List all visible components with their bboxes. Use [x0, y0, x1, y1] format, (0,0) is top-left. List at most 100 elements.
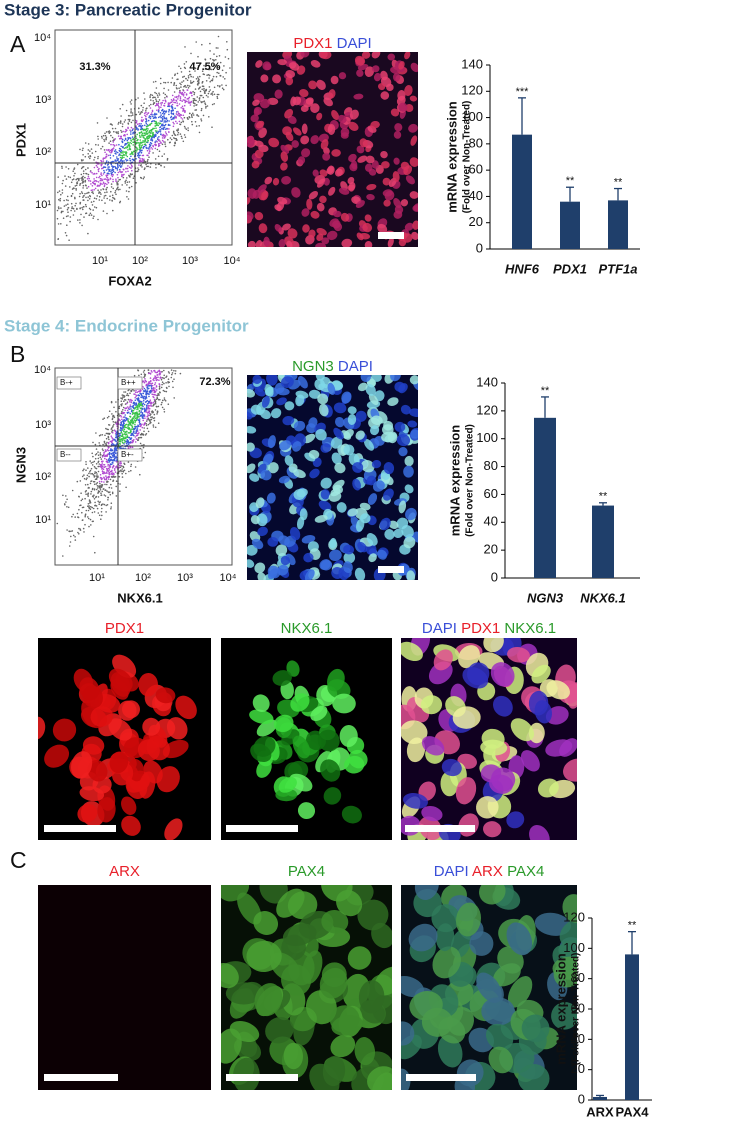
event — [164, 136, 166, 138]
event — [173, 123, 175, 125]
event — [120, 166, 122, 168]
event — [124, 429, 126, 431]
event — [106, 470, 108, 472]
event — [122, 123, 124, 125]
event — [175, 143, 177, 145]
event — [124, 395, 126, 397]
event — [139, 402, 141, 404]
event — [125, 441, 127, 443]
event — [207, 96, 209, 98]
event — [225, 85, 227, 87]
event — [143, 434, 145, 436]
event — [88, 518, 90, 520]
event — [172, 104, 174, 106]
event — [123, 438, 125, 440]
event — [225, 56, 227, 58]
event — [136, 395, 138, 397]
event — [82, 154, 84, 156]
event — [102, 158, 104, 160]
event — [112, 188, 114, 190]
event — [66, 199, 68, 201]
event — [223, 65, 225, 67]
event — [120, 138, 122, 140]
event — [143, 178, 145, 180]
event — [84, 193, 86, 195]
event — [200, 95, 202, 97]
event — [126, 143, 128, 145]
event — [162, 137, 164, 139]
event — [60, 198, 62, 200]
event — [103, 197, 105, 199]
event — [145, 121, 147, 123]
event — [194, 92, 196, 94]
event — [151, 388, 153, 390]
event — [149, 130, 151, 132]
event — [121, 419, 123, 421]
event — [180, 114, 182, 116]
event — [83, 528, 85, 530]
event — [206, 80, 208, 82]
event — [165, 131, 167, 133]
event — [136, 438, 138, 440]
event — [118, 158, 120, 160]
y-tick-label: 100 — [563, 940, 585, 955]
event — [183, 110, 185, 112]
event — [92, 209, 94, 211]
event — [180, 107, 182, 109]
event — [197, 76, 199, 78]
event — [117, 133, 119, 135]
event — [141, 152, 143, 154]
event — [96, 472, 98, 474]
event — [119, 433, 121, 435]
event — [198, 78, 200, 80]
event — [146, 391, 148, 393]
event — [139, 146, 141, 148]
event — [83, 468, 85, 470]
micrograph — [242, 48, 423, 252]
event — [115, 149, 117, 151]
event — [153, 96, 155, 98]
y-axis-label: mRNA expression — [444, 101, 459, 213]
event — [149, 385, 151, 387]
event — [165, 100, 167, 102]
event — [155, 167, 157, 169]
event — [60, 207, 62, 209]
event — [162, 100, 164, 102]
event — [106, 443, 108, 445]
event — [126, 190, 128, 192]
event — [201, 44, 203, 46]
event — [113, 439, 115, 441]
event — [92, 185, 94, 187]
event — [120, 146, 122, 148]
event — [125, 119, 127, 121]
event — [74, 210, 76, 212]
event — [145, 389, 147, 391]
event — [112, 210, 114, 212]
event — [58, 199, 60, 201]
event — [92, 152, 94, 154]
event — [121, 184, 123, 186]
event — [141, 105, 143, 107]
y-tick-label: 10³ — [35, 94, 51, 106]
event — [150, 118, 152, 120]
event — [111, 183, 113, 185]
event — [152, 405, 154, 407]
event — [200, 118, 202, 120]
event — [108, 433, 110, 435]
event — [109, 469, 111, 471]
event — [148, 148, 150, 150]
event — [122, 151, 124, 153]
event — [184, 100, 186, 102]
event — [116, 444, 118, 446]
event — [123, 169, 125, 171]
event — [130, 447, 132, 449]
event — [116, 480, 118, 482]
event — [103, 481, 105, 483]
event — [112, 144, 114, 146]
event — [103, 189, 105, 191]
event — [154, 420, 156, 422]
event — [190, 104, 192, 106]
event — [74, 167, 76, 169]
event — [156, 103, 158, 105]
significance: *** — [516, 86, 530, 98]
